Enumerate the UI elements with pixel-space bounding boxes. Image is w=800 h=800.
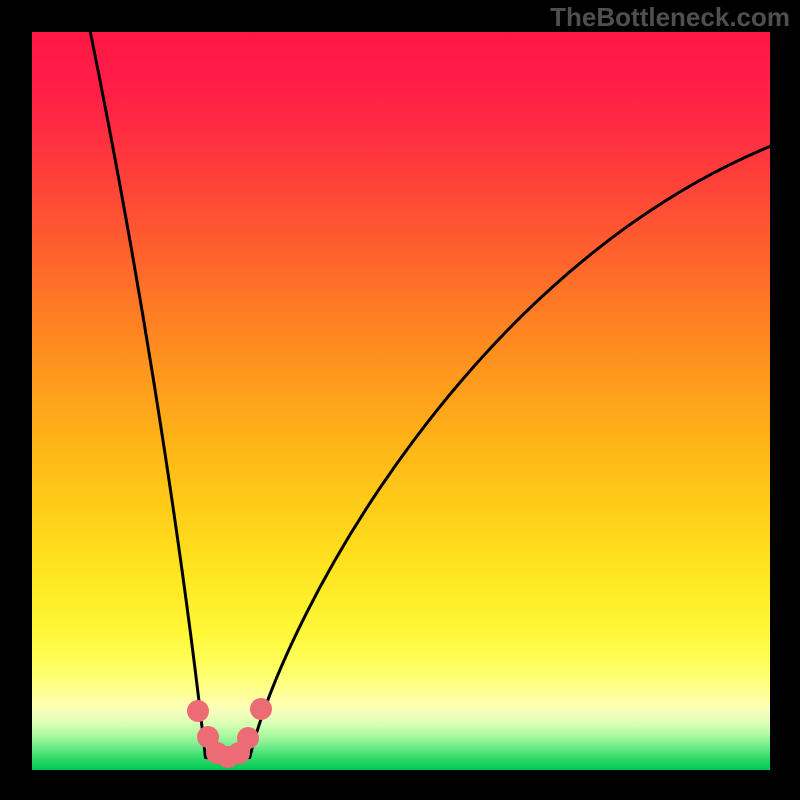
curve-marker xyxy=(237,727,259,749)
bottleneck-curve xyxy=(87,17,770,759)
plot-area xyxy=(32,32,770,770)
curve-marker xyxy=(250,698,272,720)
curve-marker xyxy=(187,700,209,722)
chart-root: TheBottleneck.com xyxy=(0,0,800,800)
curve-layer xyxy=(32,32,770,770)
watermark-label: TheBottleneck.com xyxy=(550,2,790,33)
